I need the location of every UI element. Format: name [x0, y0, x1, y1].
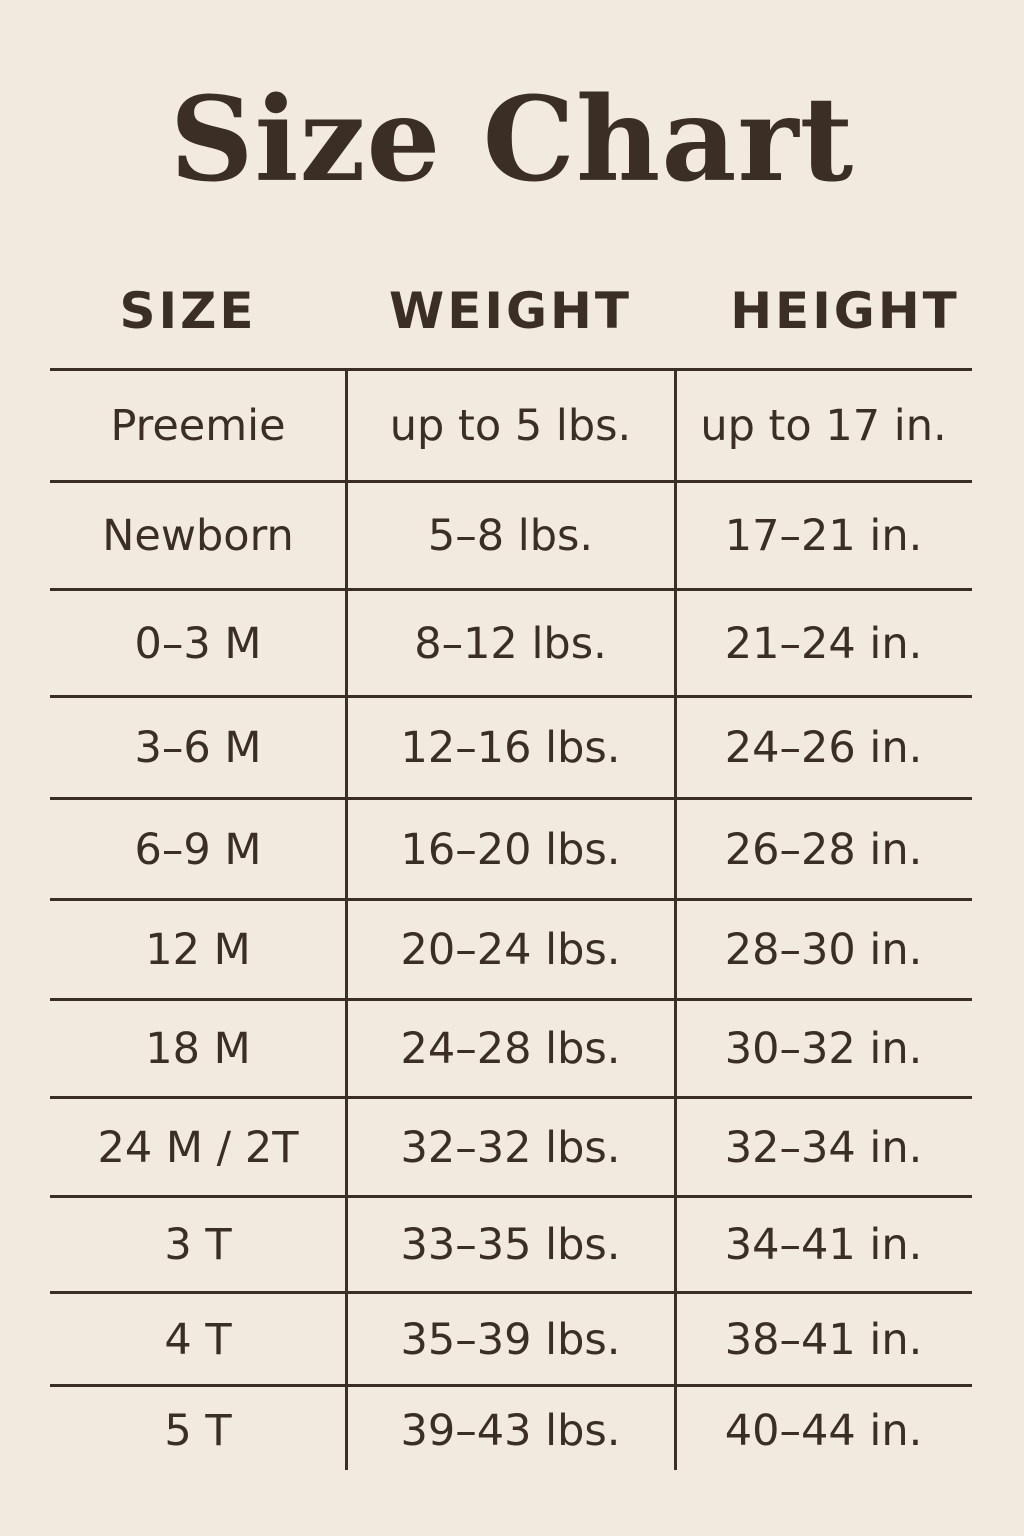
cell-weight: up to 5 lbs.: [389, 401, 632, 451]
header-weight: WEIGHT: [389, 282, 632, 340]
cell-size: 0–3 M: [134, 618, 262, 669]
cell-height: 17–21 in.: [724, 511, 923, 561]
table-row: 6–9 M 16–20 lbs. 26–28 in.: [50, 800, 972, 899]
table-row: 18 M 24–28 lbs. 30–32 in.: [50, 1001, 972, 1097]
cell-size: Newborn: [102, 511, 294, 561]
cell-height: 24–26 in.: [724, 723, 923, 773]
cell-weight: 35–39 lbs.: [400, 1314, 621, 1365]
cell-weight: 20–24 lbs.: [400, 925, 621, 975]
cell-size: 3 T: [164, 1220, 232, 1270]
table-row: 3–6 M 12–16 lbs. 24–26 in.: [50, 698, 972, 798]
cell-height: 32–34 in.: [724, 1122, 923, 1173]
row-divider: [50, 480, 972, 483]
cell-height: 28–30 in.: [724, 925, 923, 975]
row-divider: [50, 588, 972, 591]
cell-size: 4 T: [164, 1314, 232, 1365]
cell-size: 5 T: [164, 1406, 232, 1456]
cell-height: up to 17 in.: [700, 401, 947, 451]
cell-weight: 39–43 lbs.: [400, 1406, 621, 1456]
row-divider: [50, 898, 972, 901]
table-row: Newborn 5–8 lbs. 17–21 in.: [50, 483, 972, 589]
row-divider: [50, 998, 972, 1001]
cell-size: Preemie: [110, 401, 286, 451]
header-height: HEIGHT: [730, 282, 960, 340]
table-row: 12 M 20–24 lbs. 28–30 in.: [50, 901, 972, 999]
page-title: Size Chart: [169, 72, 855, 208]
column-divider: [345, 369, 348, 1470]
cell-weight: 16–20 lbs.: [400, 824, 621, 875]
row-divider: [50, 1195, 972, 1198]
table-row: 0–3 M 8–12 lbs. 21–24 in.: [50, 591, 972, 696]
cell-weight: 32–32 lbs.: [400, 1122, 621, 1173]
row-divider: [50, 1096, 972, 1099]
cell-size: 18 M: [145, 1024, 251, 1074]
table-row: 4 T 35–39 lbs. 38–41 in.: [50, 1294, 972, 1385]
row-divider: [50, 368, 972, 371]
table-row: 5 T 39–43 lbs. 40–44 in.: [50, 1387, 972, 1475]
table-row: 3 T 33–35 lbs. 34–41 in.: [50, 1198, 972, 1292]
cell-size: 24 M / 2T: [97, 1122, 299, 1173]
cell-size: 6–9 M: [134, 824, 262, 875]
cell-height: 21–24 in.: [724, 618, 923, 669]
cell-weight: 5–8 lbs.: [427, 511, 594, 561]
row-divider: [50, 797, 972, 800]
cell-weight: 33–35 lbs.: [400, 1220, 621, 1270]
cell-weight: 8–12 lbs.: [414, 618, 607, 669]
cell-weight: 24–28 lbs.: [400, 1024, 621, 1074]
header-size: SIZE: [119, 282, 257, 340]
row-divider: [50, 1291, 972, 1294]
cell-size: 3–6 M: [134, 723, 262, 773]
cell-height: 30–32 in.: [724, 1024, 923, 1074]
cell-height: 40–44 in.: [724, 1406, 923, 1456]
cell-height: 34–41 in.: [724, 1220, 923, 1270]
row-divider: [50, 1384, 972, 1387]
table-row: 24 M / 2T 32–32 lbs. 32–34 in.: [50, 1099, 972, 1196]
cell-height: 26–28 in.: [724, 824, 923, 875]
row-divider: [50, 695, 972, 698]
column-divider: [674, 369, 677, 1470]
cell-height: 38–41 in.: [724, 1314, 923, 1365]
cell-weight: 12–16 lbs.: [400, 723, 621, 773]
table-row: Preemie up to 5 lbs. up to 17 in.: [50, 371, 972, 481]
cell-size: 12 M: [145, 925, 251, 975]
